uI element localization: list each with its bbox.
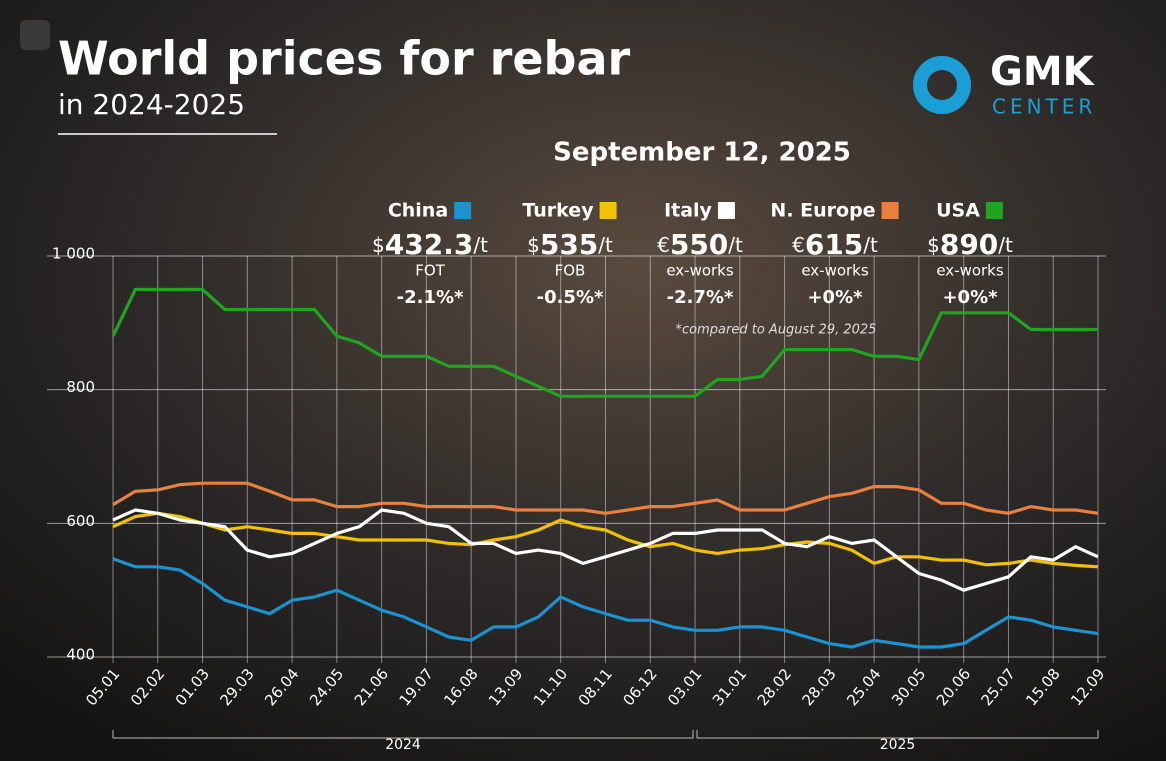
series-line [112,557,1099,649]
icon [20,20,50,50]
series-line [112,481,1099,515]
price-basis: FOB [555,262,586,280]
legend-swatch [454,202,472,219]
legend-swatch [717,202,735,219]
legend-swatch [599,202,617,219]
date: September 12, 2025 [553,138,851,168]
price-currency: $ [527,233,540,257]
price: $535/t [527,228,613,261]
legend-label: N. Europe [770,200,875,222]
price-change: +0%* [942,287,998,308]
year-label: 2024 [385,737,421,753]
price-basis: ex-works [666,262,734,280]
price-currency: $ [927,233,940,257]
y-tick-label: 600 [66,512,95,530]
subtitle: in 2024-2025 [58,88,245,121]
price-unit: /t [473,233,488,257]
y-tick-label: 1 000 [52,245,95,263]
footnote: *compared to August 29, 2025 [676,323,877,338]
price-basis: FOT [415,262,445,280]
series-line [112,511,1099,569]
price-currency: $ [372,233,385,257]
price: $432.3/t [372,228,488,261]
y-tick-label: 400 [66,646,95,664]
price-basis: ex-works [801,262,869,280]
legend-label: Turkey [522,200,594,222]
price-currency: € [657,233,670,257]
price-change: -2.7%* [667,287,734,308]
price-value: 535 [540,228,598,261]
price-value: 615 [805,228,863,261]
logo-sub: CENTER [992,95,1096,119]
price-unit: /t [863,233,878,257]
price-change: -0.5%* [537,287,604,308]
title: World prices for rebar [58,32,631,86]
price-value: 890 [940,228,998,261]
series-line [111,287,1098,398]
price-unit: /t [998,233,1013,257]
logo: GMK [990,49,1096,95]
year-label: 2025 [880,737,916,753]
legend-label: Italy [664,200,712,222]
legend-label: China [388,200,448,222]
price: €615/t [792,228,878,261]
y-tick-label: 800 [66,378,95,396]
logo-mark [913,56,971,114]
price-value: 550 [670,228,728,261]
price-value: 432.3 [385,228,474,261]
price: $890/t [927,228,1013,261]
price-change: -2.1%* [397,287,464,308]
price-change: +0%* [807,287,863,308]
legend-swatch [985,202,1003,219]
price-unit: /t [728,233,743,257]
year-bracket [112,730,694,739]
price: €550/t [657,228,743,261]
year-bracket [696,730,1099,739]
price-unit: /t [598,233,613,257]
price-basis: ex-works [936,262,1004,280]
price-currency: € [792,233,805,257]
legend-label: USA [936,200,980,222]
legend-swatch [881,202,899,219]
series-line [112,508,1099,592]
